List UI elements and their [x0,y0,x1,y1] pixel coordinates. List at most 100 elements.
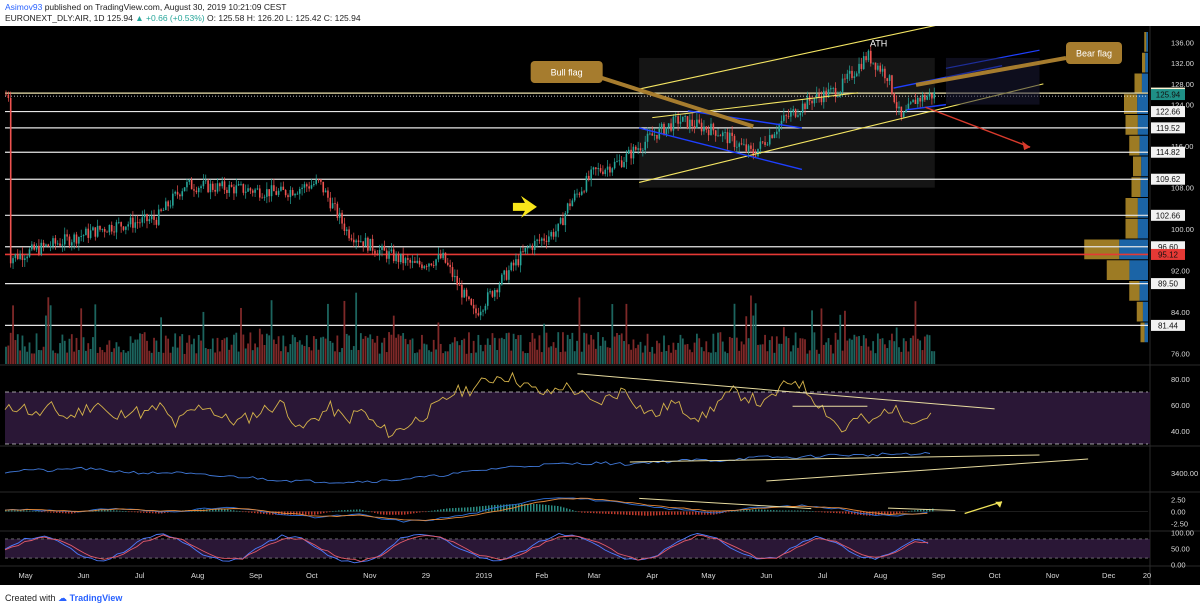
candle-body [827,89,830,98]
candle-body [928,93,931,97]
volume-bar [397,334,400,364]
volume-bar [38,350,40,364]
candle-body [712,123,715,131]
candle-body [80,236,82,238]
tradingview-brand[interactable]: TradingView [69,593,123,603]
x-axis-label: Dec [1102,571,1116,580]
macd-histogram-bar [665,511,667,515]
macd-histogram-bar [797,510,799,512]
volume-bar [754,303,757,364]
candle-body [287,195,289,198]
candle-body [776,131,778,135]
macd-histogram-bar [875,511,877,516]
macd-histogram-bar [818,511,820,513]
chart-area[interactable]: 76.00 84.00 92.00 100.00 108.00 116.00 124.00 1… [0,26,1200,585]
rsi-trendline [577,373,995,410]
macd-up-arrow-line [964,501,1003,515]
candle-body [477,313,480,316]
candle-body [381,245,383,251]
stoch-tick-label: 0.00 [1171,560,1186,569]
volume-bar [566,334,569,364]
volume-bar [183,353,186,364]
candle-body [557,223,560,232]
volume-bar [602,337,604,364]
volume-bar [200,340,202,364]
created-with: Created with ☁ TradingView [5,593,122,604]
candle-body [907,103,910,110]
candle-body [75,234,78,244]
level-label: 96.60 [1158,243,1179,252]
macd-histogram-bar [788,510,790,512]
volume-bar [905,341,907,364]
volume-bar [42,346,45,364]
macd-histogram-bar [224,509,226,512]
candle-body [270,185,273,197]
macd-histogram-bar [440,509,442,512]
volume-bar [423,343,426,364]
volume-bar [505,333,508,364]
volume-bar [449,344,452,364]
candle-body [21,253,24,260]
volume-bar [710,352,712,364]
macd-histogram-bar [683,511,685,515]
macd-histogram-bar [767,509,769,512]
candle-body [404,258,407,264]
bull-flag-connector [592,73,754,129]
macd-histogram-bar [758,509,760,512]
volume-bar [108,340,111,364]
candle-body [132,217,134,228]
candle-body [604,169,607,175]
volume-profile-bar [1137,115,1148,135]
candle-body [275,191,278,195]
volume-bar [825,342,828,364]
candle-body [569,203,571,207]
author-link[interactable]: Asimov93 [5,2,43,12]
volume-bar [891,333,893,364]
candle-body [447,262,449,265]
level-label: 109.62 [1156,175,1181,184]
last-price: 125.94 [106,13,133,23]
macd-histogram-bar [266,511,268,515]
volume-bar [557,332,560,364]
candle-body [284,189,287,196]
macd-histogram-bar [359,509,361,512]
macd-histogram-bar [638,511,640,516]
volume-bar [310,350,313,364]
macd-histogram-bar [479,506,481,512]
candle-body [242,183,245,193]
candle-body [874,62,877,70]
volume-bar [402,333,405,364]
volume-bar [28,342,31,364]
macd-histogram-bar [347,509,349,512]
macd-histogram-bar [812,511,814,513]
volume-bar [129,336,132,364]
volume-bar [571,332,574,364]
chart-canvas[interactable]: 76.0084.0092.00100.00108.00116.00124.001… [0,26,1200,585]
macd-histogram-bar [611,511,613,515]
candle-body [564,213,567,226]
volume-bar [797,347,799,364]
macd-histogram-bar [641,511,643,516]
candle-body [374,250,376,254]
macd-histogram-bar [242,511,244,513]
candle-body [148,219,151,222]
candle-body [5,94,7,96]
x-axis-label: Nov [363,571,377,580]
volume-profile-bar [1129,135,1140,156]
volume-bar [430,351,433,364]
macd-histogram-bar [671,511,673,515]
candle-body [101,229,104,230]
macd-histogram-bar [239,511,241,512]
macd-histogram-bar [137,511,139,513]
macd-histogram-bar [116,510,118,512]
candle-body [606,166,609,170]
volume-bar [218,351,221,364]
volume-bar [919,340,922,364]
candle-body [792,109,795,112]
macd-histogram-bar [644,511,646,516]
candle-body [188,179,191,182]
volume-bar [338,352,341,364]
candle-body [407,258,409,260]
volume-bar [486,338,489,364]
price-tick-label: 128.00 [1171,80,1194,89]
